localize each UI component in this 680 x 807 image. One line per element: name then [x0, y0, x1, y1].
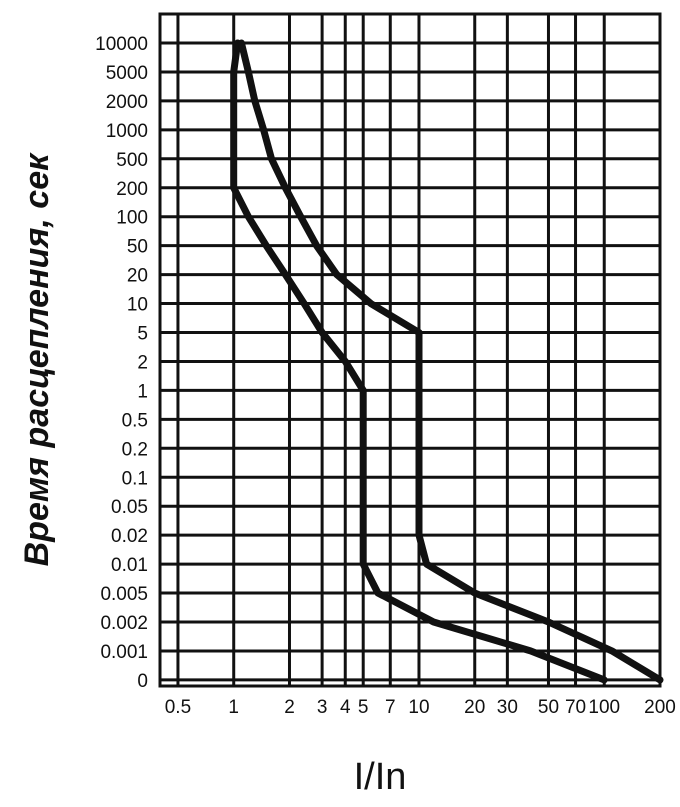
x-tick-label: 3: [317, 697, 328, 718]
x-tick-label: 2: [284, 697, 295, 718]
x-tick-label: 100: [588, 697, 620, 718]
y-tick-label: 0.02: [111, 526, 148, 547]
y-tick-label: 0.001: [100, 642, 148, 663]
x-tick-label: 70: [565, 697, 586, 718]
x-tick-label: 20: [464, 697, 485, 718]
x-tick-label: 50: [538, 697, 559, 718]
y-axis-label: Время расцепления, сек: [18, 152, 56, 566]
y-tick-label: 0.5: [122, 410, 148, 431]
x-tick-labels: 0.5 1 2 3 4 5 7 10 20 30 50 70 100 200: [165, 697, 676, 718]
x-tick-label: 10: [408, 697, 429, 718]
y-tick-label: 5: [137, 324, 148, 345]
y-tick-label: 0.005: [100, 584, 148, 605]
x-tick-label: 0.5: [165, 697, 191, 718]
y-tick-label: 200: [116, 179, 148, 200]
y-tick-label: 20: [127, 266, 148, 287]
y-tick-label: 0.05: [111, 497, 148, 518]
y-tick-label: 0.1: [122, 468, 148, 489]
y-tick-label: 100: [116, 208, 148, 229]
y-tick-label: 0: [137, 671, 148, 692]
series-line-2: [237, 39, 664, 684]
curves: [230, 39, 664, 684]
x-tick-label: 7: [385, 697, 396, 718]
y-tick-label: 0.002: [100, 613, 148, 634]
x-tick-label: 4: [340, 697, 351, 718]
grid: [158, 12, 662, 688]
y-tick-label: 50: [127, 237, 148, 258]
y-tick-label: 2000: [106, 92, 148, 113]
y-tick-label: 10: [127, 295, 148, 316]
y-tick-label: 5000: [106, 63, 148, 84]
y-tick-label: 1000: [106, 121, 148, 142]
y-tick-label: 2: [137, 352, 148, 373]
y-tick-label: 0.01: [111, 555, 148, 576]
x-tick-label: 5: [358, 697, 369, 718]
x-axis-label: I/In: [354, 756, 407, 798]
x-tick-label: 200: [644, 697, 676, 718]
y-tick-label: 1: [137, 381, 148, 402]
y-tick-label: 500: [116, 150, 148, 171]
x-tick-label: 30: [497, 697, 518, 718]
series-line-1: [230, 39, 608, 684]
y-tick-label: 10000: [95, 34, 148, 55]
y-tick-labels: 0 0.001 0.002 0.005 0.01 0.02 0.05 0.1 0.2 0.5 1 2 5…: [95, 34, 148, 692]
y-tick-label: 0.2: [122, 439, 148, 460]
x-tick-label: 1: [228, 697, 239, 718]
